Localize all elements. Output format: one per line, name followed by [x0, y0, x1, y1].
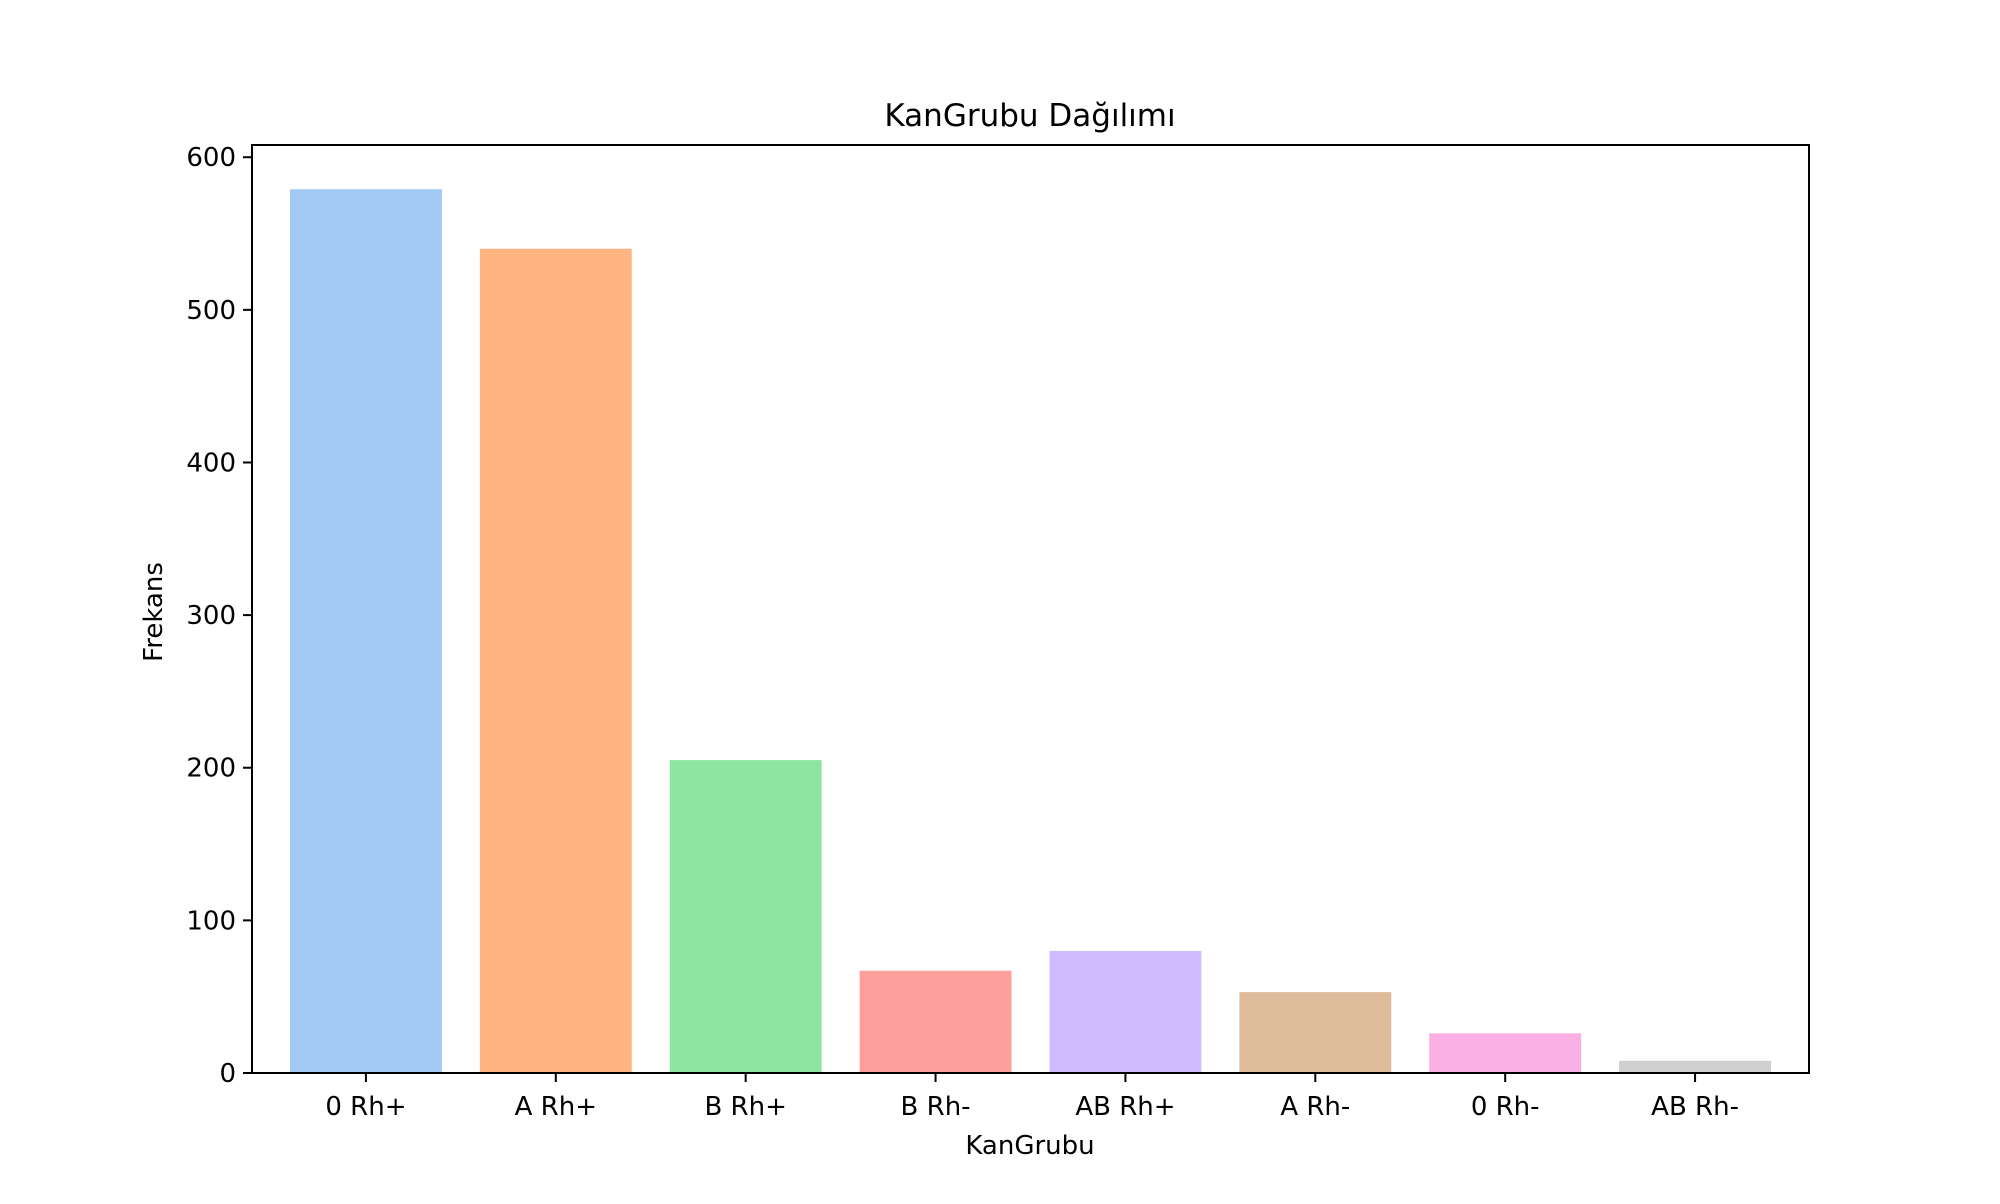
x-tick-label-1: A Rh+ [515, 1092, 597, 1122]
x-tick-label-6: 0 Rh- [1471, 1092, 1540, 1122]
y-tick-label-5: 500 [186, 296, 236, 326]
x-tick-label-7: AB Rh- [1651, 1092, 1739, 1122]
bar-7 [1619, 1060, 1772, 1073]
plot-area-frame [251, 144, 1810, 1074]
x-tick-label-0: 0 Rh+ [325, 1092, 406, 1122]
bar-6 [1429, 1033, 1582, 1073]
bar-4 [1049, 950, 1202, 1073]
y-tick-label-6: 600 [186, 143, 236, 173]
y-axis-label: Frekans [139, 562, 169, 662]
y-axis-ticks: 0 100 200 300 400 500 600 [186, 143, 252, 1089]
bar-0 [289, 189, 442, 1073]
bar-1 [479, 248, 632, 1073]
bar-5 [1239, 992, 1392, 1073]
x-tick-label-4: AB Rh+ [1075, 1092, 1175, 1122]
x-tick-label-5: A Rh- [1280, 1092, 1350, 1122]
x-tick-label-2: B Rh+ [704, 1092, 786, 1122]
y-tick-label-1: 100 [186, 906, 236, 936]
chart-title: KanGrubu Dağılımı [884, 98, 1175, 134]
bars-group [289, 189, 1772, 1073]
x-axis-label: KanGrubu [965, 1131, 1094, 1161]
y-tick-label-0: 0 [219, 1059, 236, 1089]
x-axis-ticks: 0 Rh+ A Rh+ B Rh+ B Rh- AB Rh+ A Rh- 0 Rh- AB R… [325, 1073, 1739, 1122]
y-tick-label-3: 300 [186, 601, 236, 631]
bar-2 [669, 760, 822, 1073]
bar-3 [859, 970, 1012, 1073]
x-tick-label-3: B Rh- [901, 1092, 971, 1122]
y-tick-label-4: 400 [186, 448, 236, 478]
y-tick-label-2: 200 [186, 754, 236, 784]
